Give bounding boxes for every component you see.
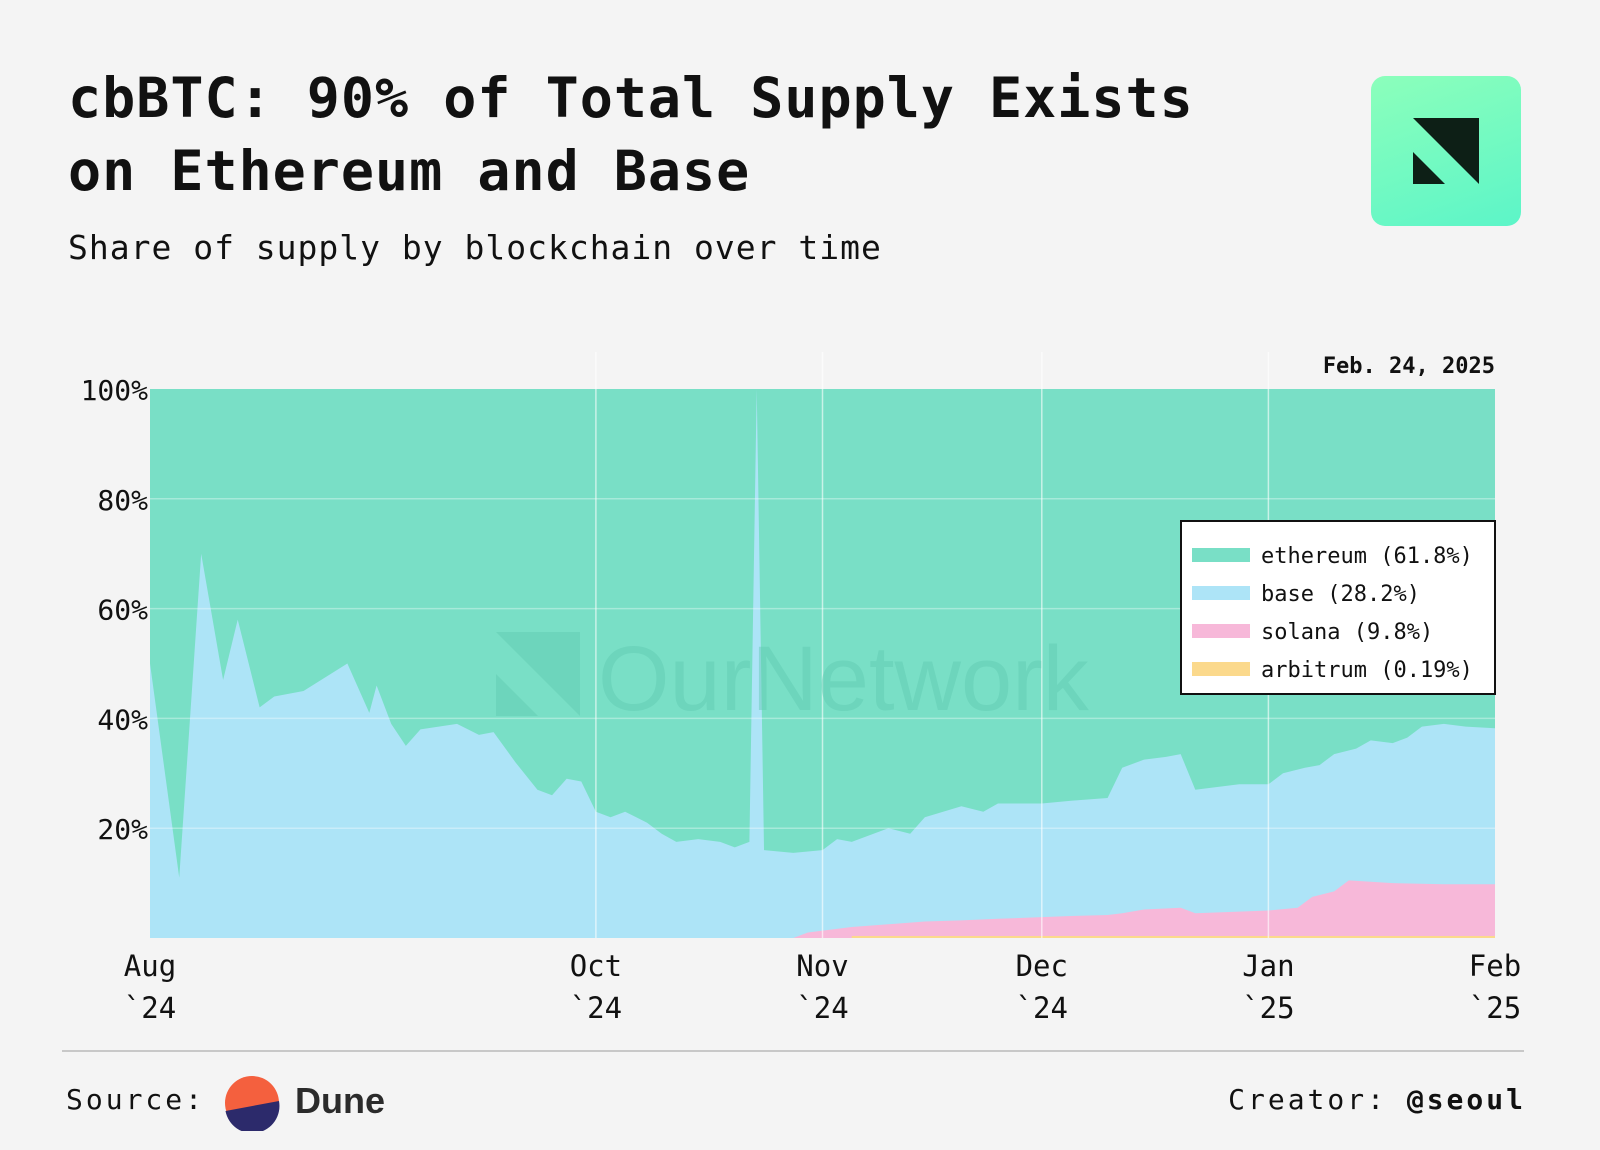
- x-tick-label-year: `24: [570, 991, 622, 1025]
- x-axis-ticks: Aug `24 Oct `24 Nov `24 Dec `24 Jan `25 Feb `25: [124, 949, 1521, 1025]
- x-tick-label: Aug: [124, 949, 176, 983]
- area-arbitrum: [851, 936, 1495, 938]
- area-base: [150, 389, 1495, 938]
- y-tick-label: 20%: [97, 813, 148, 846]
- creator: Creator: @seoul: [1228, 1083, 1526, 1116]
- y-tick-label: 40%: [97, 703, 148, 736]
- legend-label: ethereum (61.8%): [1261, 544, 1473, 569]
- x-tick-label: Jan: [1242, 949, 1294, 983]
- x-tick-label-year: `24: [1016, 991, 1068, 1025]
- x-tick-label: Feb: [1469, 949, 1521, 983]
- x-tick-label: Nov: [796, 949, 848, 983]
- ournetwork-logo: [1371, 76, 1521, 226]
- source-name: Dune: [295, 1080, 385, 1121]
- x-tick-label-year: `24: [796, 991, 848, 1025]
- legend-swatch: [1192, 624, 1250, 638]
- watermark-logo-icon: [496, 632, 580, 716]
- legend-label: arbitrum (0.19%): [1261, 658, 1473, 683]
- x-tick-label-year: `24: [124, 991, 176, 1025]
- y-axis-ticks: 20% 40% 60% 80% 100%: [81, 374, 149, 846]
- legend-swatch: [1192, 548, 1250, 562]
- legend-swatch: [1192, 586, 1250, 600]
- x-tick-label: Dec: [1016, 949, 1068, 983]
- legend-swatch: [1192, 662, 1250, 676]
- stacked-area-chart: OurNetwork 20% 40% 60% 80% 100% Aug `24 Oct `24…: [81, 352, 1521, 1025]
- x-tick-label-year: `25: [1242, 991, 1294, 1025]
- legend: ethereum (61.8%) base (28.2%) solana (9.8%…: [1180, 520, 1496, 695]
- watermark-logo-icon-2: [496, 674, 538, 716]
- chart-title: cbBTC: 90% of Total Supply Exists on Eth…: [68, 62, 1288, 208]
- creator-label: Creator:: [1228, 1083, 1387, 1116]
- legend-label: base (28.2%): [1261, 582, 1420, 607]
- chart-subtitle: Share of supply by blockchain over time: [68, 228, 882, 267]
- source-label: Source:: [66, 1083, 206, 1116]
- y-tick-label: 60%: [97, 594, 148, 627]
- area-solana: [793, 880, 1495, 938]
- x-tick-label: Oct: [570, 949, 622, 983]
- y-tick-label: 80%: [97, 484, 148, 517]
- creator-handle: @seoul: [1406, 1083, 1526, 1116]
- ournetwork-logo-icon: [1413, 118, 1479, 184]
- dune-logo-icon: [225, 1076, 280, 1131]
- title-prefix: cbBTC:: [68, 66, 273, 130]
- legend-label: solana (9.8%): [1261, 620, 1433, 645]
- y-tick-label: 100%: [81, 374, 149, 407]
- chart-area: OurNetwork 20% 40% 60% 80% 100% Aug `24 Oct `24…: [0, 340, 1600, 1040]
- x-tick-label-year: `25: [1469, 991, 1521, 1025]
- title-rest: 90% of Total Supply Exists on Ethereum a…: [68, 66, 1194, 203]
- footer-divider: [62, 1050, 1524, 1052]
- date-label: Feb. 24, 2025: [1323, 354, 1495, 379]
- watermark-text: OurNetwork: [598, 628, 1090, 730]
- watermark: OurNetwork: [496, 628, 1090, 730]
